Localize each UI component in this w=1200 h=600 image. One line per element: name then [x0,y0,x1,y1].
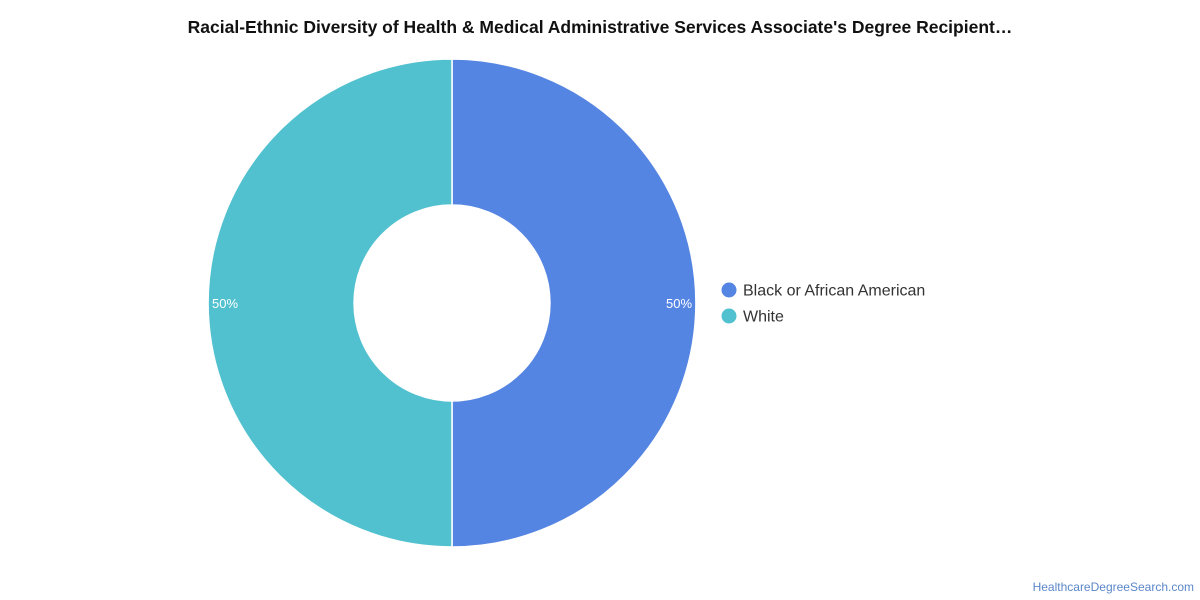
source-link[interactable]: HealthcareDegreeSearch.com [1032,580,1194,594]
slice-black-or-african-american[interactable] [451,58,697,548]
legend-item-black-or-african-american[interactable]: Black or African American [721,282,926,300]
legend: Black or African American White [721,282,926,326]
legend-label: White [743,309,784,326]
legend-label: Black or African American [743,283,925,300]
donut-slices [207,58,697,548]
slice-labels: 50% 50% [212,296,692,311]
chart-title: Racial-Ethnic Diversity of Health & Medi… [187,17,1013,37]
slice-label: 50% [666,296,692,311]
slice-white[interactable] [207,58,453,548]
legend-item-white[interactable]: White [721,308,785,326]
legend-marker [721,282,737,298]
legend-marker [721,308,737,324]
slice-label: 50% [212,296,238,311]
